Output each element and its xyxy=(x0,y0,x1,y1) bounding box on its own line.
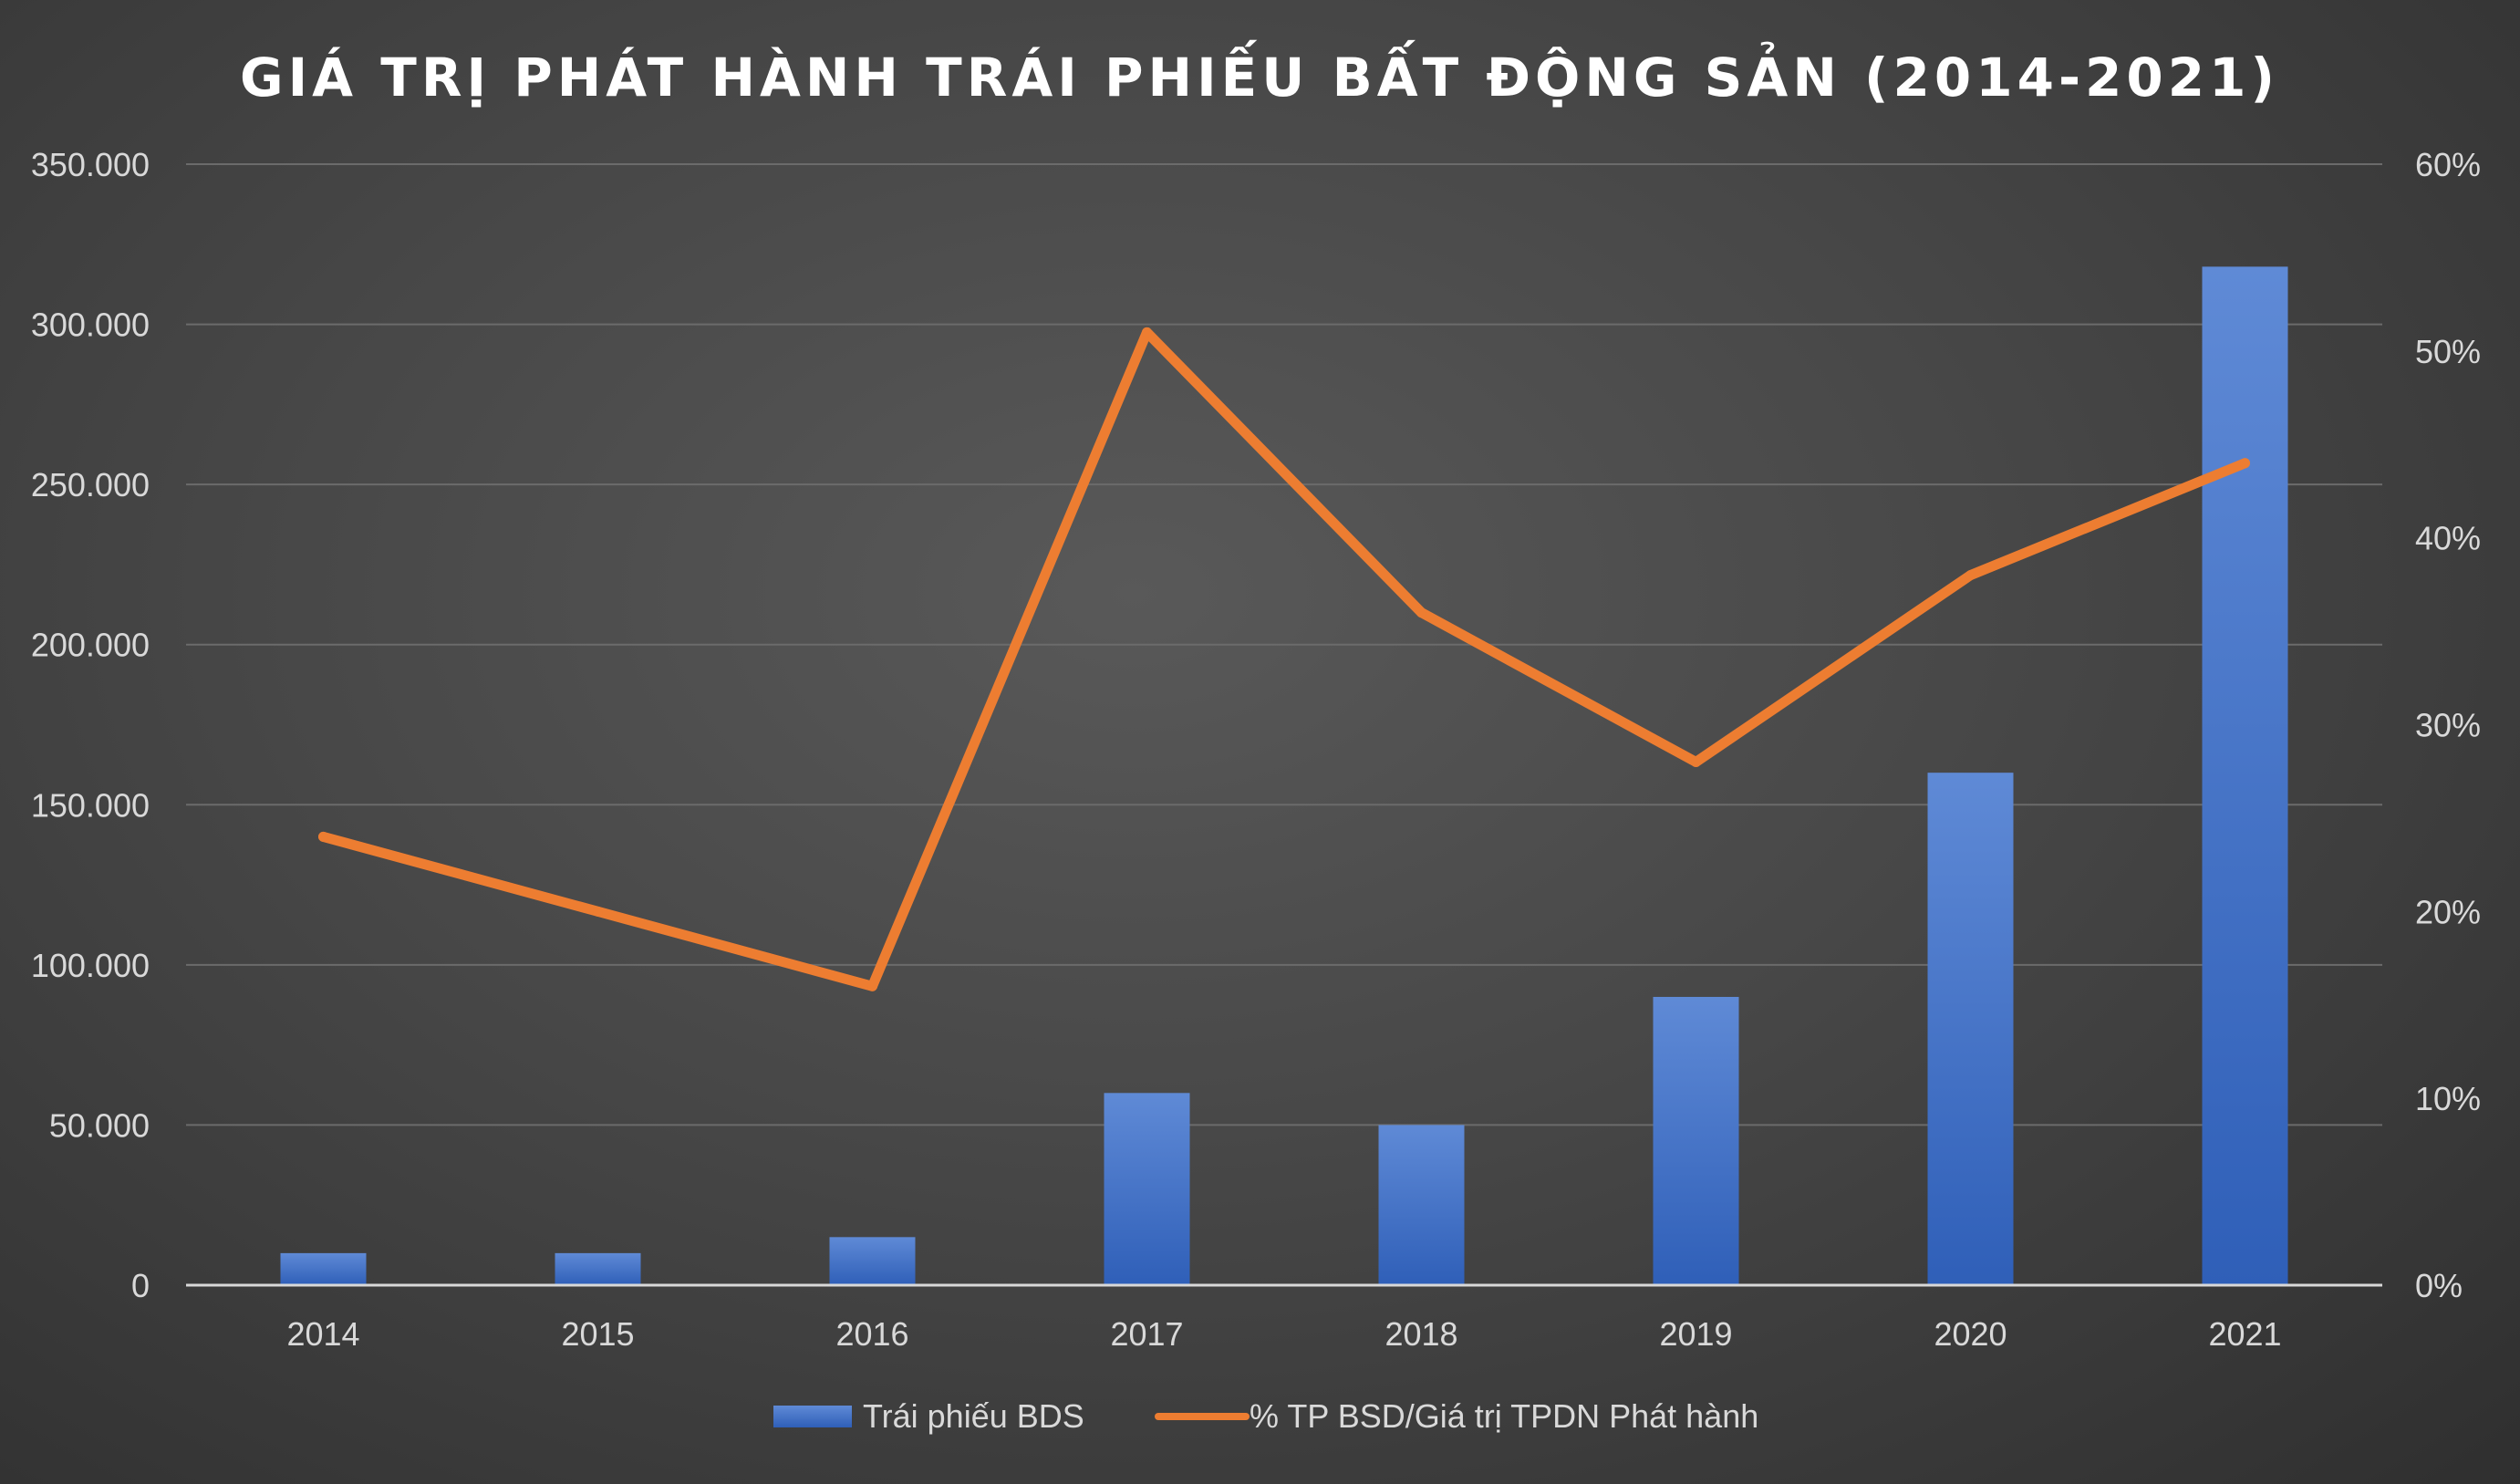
bar xyxy=(829,1237,916,1285)
legend-bar-label: Trái phiếu BDS xyxy=(863,1397,1084,1435)
bar xyxy=(280,1252,367,1285)
gridlines xyxy=(186,163,2382,1126)
right-axis-tick-label: 10% xyxy=(2415,1080,2481,1117)
bar xyxy=(1104,1093,1190,1285)
line-point xyxy=(1142,327,1152,337)
left-axis-ticks: 0 50.000 100.000 150.000 200.000 250.000 300.0… xyxy=(31,146,150,1304)
x-axis-tick-label: 2021 xyxy=(2208,1315,2281,1353)
line-point xyxy=(1691,756,1701,767)
line-point xyxy=(318,831,328,842)
bar xyxy=(2202,266,2288,1285)
line-point xyxy=(1965,570,1976,581)
line-point xyxy=(1416,607,1426,618)
left-axis-tick-label: 250.000 xyxy=(31,466,150,503)
x-axis-tick-label: 2020 xyxy=(1934,1315,2007,1353)
right-axis-tick-label: 0% xyxy=(2415,1267,2463,1304)
legend-line-label: % TP BSD/Giá trị TPDN Phát hành xyxy=(1250,1397,1758,1435)
right-axis-tick-label: 50% xyxy=(2415,333,2481,370)
right-axis-ticks: 0% 10% 20% 30% 40% 50% 60% xyxy=(2415,146,2481,1304)
left-axis-tick-label: 350.000 xyxy=(31,146,150,183)
left-axis-tick-label: 300.000 xyxy=(31,306,150,344)
x-axis-tick-label: 2018 xyxy=(1384,1315,1457,1353)
line-point xyxy=(593,906,603,917)
right-axis-tick-label: 40% xyxy=(2415,520,2481,557)
line-point xyxy=(2240,458,2250,469)
left-axis-tick-label: 50.000 xyxy=(49,1106,150,1144)
percent-line xyxy=(318,327,2250,991)
x-axis-tick-label: 2015 xyxy=(561,1315,634,1353)
bar xyxy=(1378,1125,1465,1285)
x-axis-tick-label: 2017 xyxy=(1110,1315,1183,1353)
chart-title: GIÁ TRỊ PHÁT HÀNH TRÁI PHIẾU BẤT ĐỘNG SẢ… xyxy=(240,38,2279,109)
legend: Trái phiếu BDS % TP BSD/Giá trị TPDN Phá… xyxy=(773,1397,1758,1435)
legend-bar-swatch xyxy=(773,1406,852,1427)
bar xyxy=(1653,996,1739,1285)
right-axis-tick-label: 60% xyxy=(2415,146,2481,183)
bar xyxy=(1927,773,2014,1285)
x-axis-tick-label: 2014 xyxy=(286,1315,359,1353)
right-axis-tick-label: 20% xyxy=(2415,893,2481,930)
left-axis-tick-label: 100.000 xyxy=(31,947,150,984)
right-axis-tick-label: 30% xyxy=(2415,707,2481,744)
left-axis-tick-label: 200.000 xyxy=(31,627,150,664)
bar-series xyxy=(280,266,2288,1285)
x-axis-tick-label: 2019 xyxy=(1659,1315,1732,1353)
left-axis-tick-label: 0 xyxy=(131,1267,150,1304)
x-axis-tick-label: 2016 xyxy=(835,1315,908,1353)
line-point xyxy=(867,981,877,991)
bar xyxy=(555,1252,641,1285)
left-axis-tick-label: 150.000 xyxy=(31,786,150,824)
x-axis-ticks: 2014 2015 2016 2017 2018 2019 2020 2021 xyxy=(286,1315,2281,1353)
line-series xyxy=(318,327,2250,991)
